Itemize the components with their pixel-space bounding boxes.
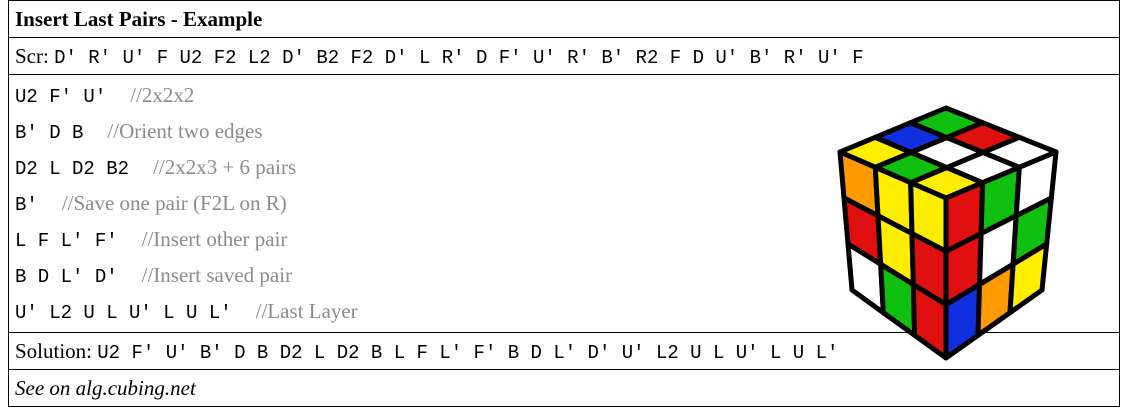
step-moves: L F L' F' — [15, 230, 118, 252]
step-comment: //2x2x3 + 6 pairs — [153, 155, 297, 179]
step-moves: U2 F' U' — [15, 86, 107, 108]
step: L F L' F' //Insert other pair — [15, 221, 1113, 257]
step: B' D B //Orient two edges — [15, 113, 1113, 149]
step-comment: //Orient two edges — [107, 119, 263, 143]
step-moves: B' D B — [15, 122, 84, 144]
step-comment: //Last Layer — [255, 299, 358, 323]
scramble-label: Scr: — [15, 44, 49, 68]
step-comment: //Save one pair (F2L on R) — [61, 191, 287, 215]
step-moves: B' — [15, 194, 38, 216]
solution-row: Solution: U2 F' U' B' D B D2 L D2 B L F … — [9, 333, 1119, 370]
solution-moves: U2 F' U' B' D B D2 L D2 B L F L' F' B D … — [97, 342, 839, 364]
cube-image — [837, 105, 1059, 361]
solution-label: Solution: — [15, 339, 93, 363]
cubing-link[interactable]: See on alg.cubing.net — [15, 376, 196, 400]
scramble-row: Scr: D' R' U' F U2 F2 L2 D' B2 F2 D' L R… — [9, 38, 1119, 75]
example-table: Insert Last Pairs - Example Scr: D' R' U… — [8, 0, 1120, 407]
step: B D L' D' //Insert saved pair — [15, 257, 1113, 293]
step: U' L2 U L U' L U L' //Last Layer — [15, 293, 1113, 329]
step-comment: //Insert saved pair — [141, 263, 293, 287]
steps: U2 F' U' //2x2x2 B' D B //Orient two edges D… — [9, 75, 1119, 333]
step-comment: //Insert other pair — [141, 227, 288, 251]
title: Insert Last Pairs - Example — [9, 1, 1119, 38]
step: U2 F' U' //2x2x2 — [15, 77, 1113, 113]
step-moves: U' L2 U L U' L U L' — [15, 302, 232, 324]
step-moves: D2 L D2 B2 — [15, 158, 130, 180]
step: D2 L D2 B2 //2x2x3 + 6 pairs — [15, 149, 1113, 185]
step-comment: //2x2x2 — [130, 83, 195, 107]
step-moves: B D L' D' — [15, 266, 118, 288]
sticker — [1007, 241, 1050, 316]
step: B' //Save one pair (F2L on R) — [15, 185, 1113, 221]
scramble-moves: D' R' U' F U2 F2 L2 D' B2 F2 D' L R' D F… — [54, 47, 864, 69]
